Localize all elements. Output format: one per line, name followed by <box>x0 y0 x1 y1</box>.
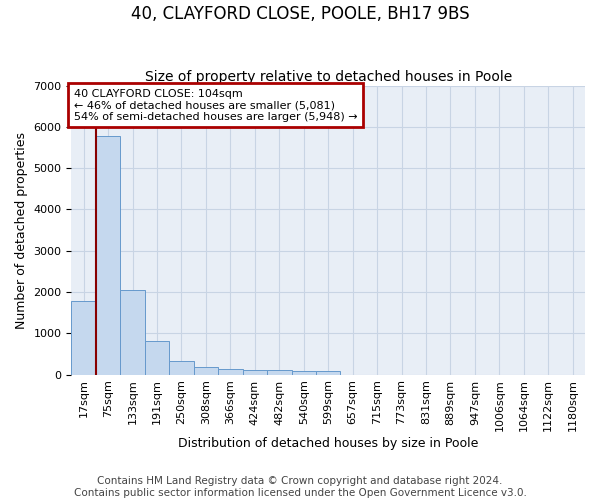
Title: Size of property relative to detached houses in Poole: Size of property relative to detached ho… <box>145 70 512 85</box>
Bar <box>169 360 194 374</box>
Bar <box>71 301 96 374</box>
Bar <box>292 371 316 374</box>
Bar <box>218 369 242 374</box>
Text: 40 CLAYFORD CLOSE: 104sqm
← 46% of detached houses are smaller (5,081)
54% of se: 40 CLAYFORD CLOSE: 104sqm ← 46% of detac… <box>74 88 358 122</box>
Bar <box>316 372 340 374</box>
Bar <box>121 290 145 374</box>
X-axis label: Distribution of detached houses by size in Poole: Distribution of detached houses by size … <box>178 437 478 450</box>
Text: 40, CLAYFORD CLOSE, POOLE, BH17 9BS: 40, CLAYFORD CLOSE, POOLE, BH17 9BS <box>131 5 469 23</box>
Bar <box>242 370 267 374</box>
Y-axis label: Number of detached properties: Number of detached properties <box>15 132 28 328</box>
Text: Contains HM Land Registry data © Crown copyright and database right 2024.
Contai: Contains HM Land Registry data © Crown c… <box>74 476 526 498</box>
Bar <box>267 370 292 374</box>
Bar <box>194 366 218 374</box>
Bar <box>145 340 169 374</box>
Bar <box>96 136 121 374</box>
